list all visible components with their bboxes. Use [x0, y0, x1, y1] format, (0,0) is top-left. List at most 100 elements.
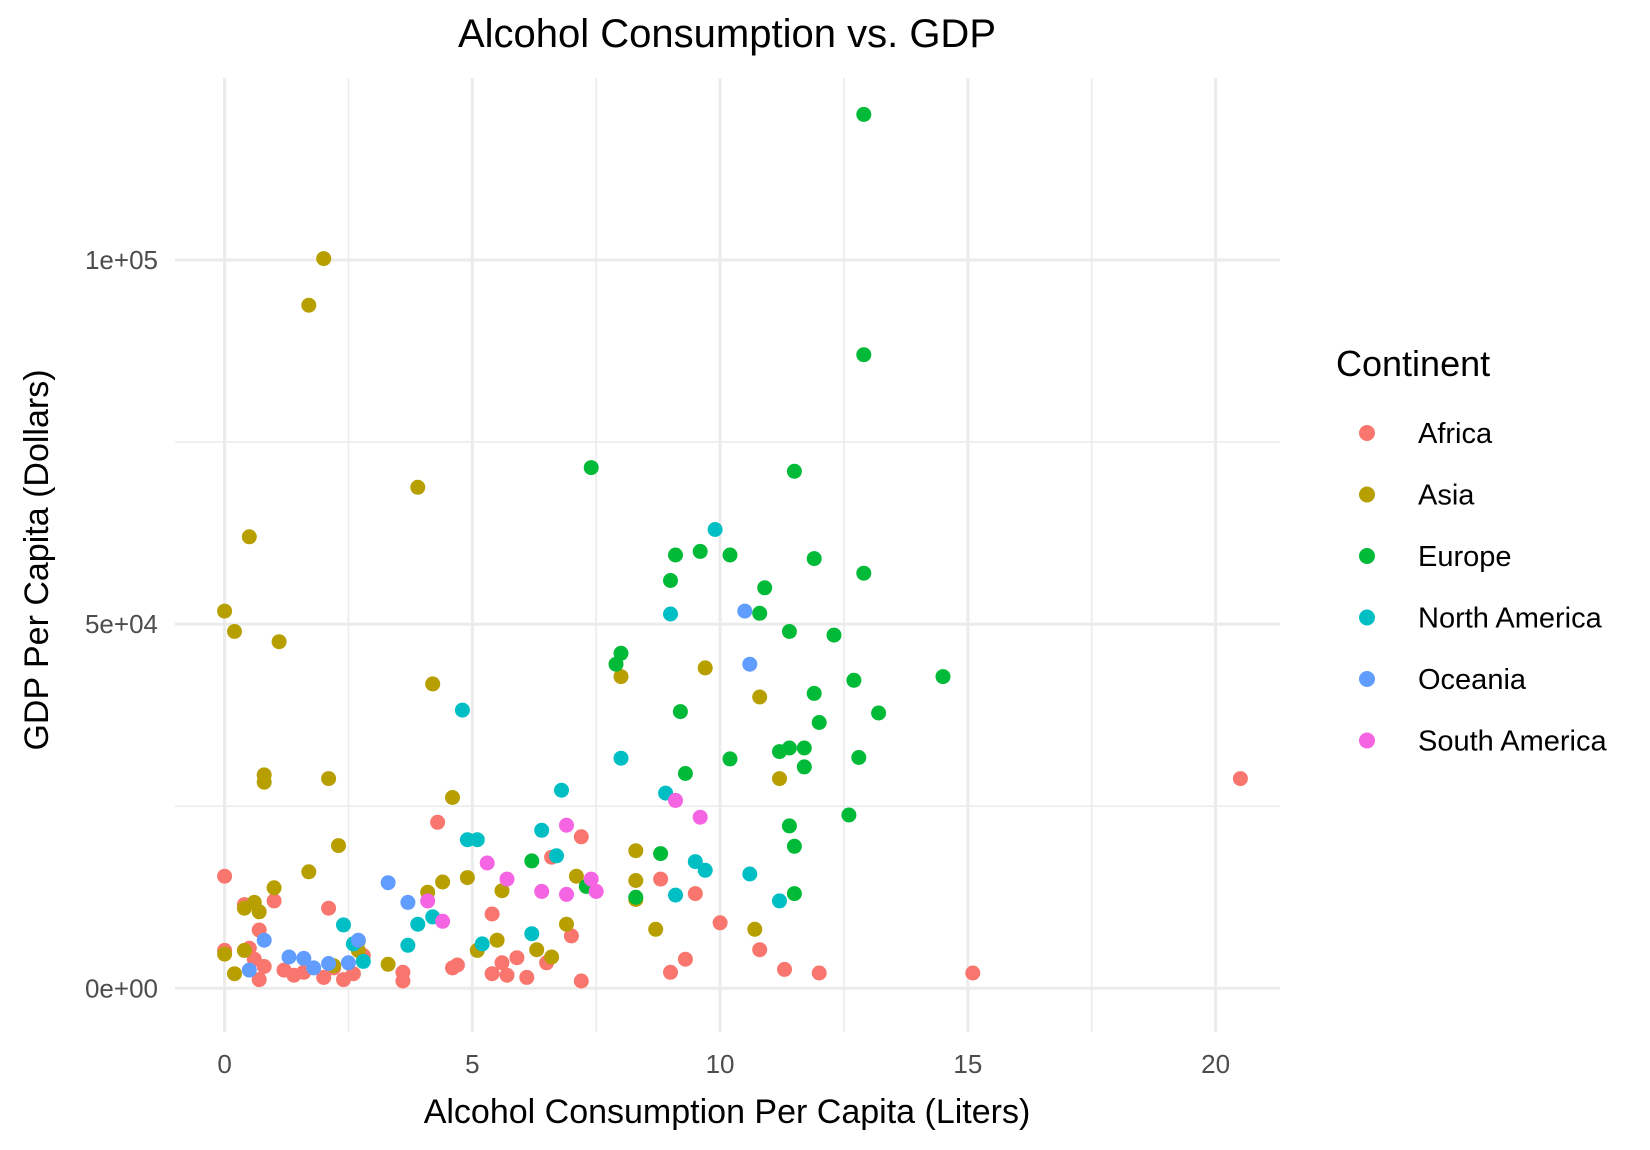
data-point-europe: [796, 759, 812, 775]
data-point-oceania: [737, 603, 753, 619]
y-tick-label: 5e+04: [85, 609, 158, 639]
x-tick-label: 5: [465, 1049, 479, 1079]
data-point-africa: [484, 906, 500, 922]
data-point-europe: [757, 580, 773, 596]
data-point-africa: [266, 893, 282, 909]
data-point-africa: [677, 951, 693, 967]
data-point-north-america: [554, 782, 569, 798]
data-point-europe: [935, 669, 951, 685]
data-point-asia: [227, 966, 242, 982]
data-point-asia: [752, 689, 768, 705]
data-point-asia: [494, 883, 510, 899]
x-tick-label: 0: [217, 1049, 231, 1079]
data-point-africa: [217, 868, 233, 884]
legend-key-africa: [1359, 425, 1375, 441]
data-point-north-america: [668, 887, 683, 903]
data-point-africa: [509, 950, 525, 966]
data-point-africa: [687, 886, 703, 902]
data-point-europe: [722, 751, 738, 767]
data-point-north-america: [336, 917, 351, 933]
data-point-south-america: [420, 893, 436, 909]
data-point-north-america: [454, 702, 470, 718]
data-point-europe: [806, 685, 822, 701]
y-axis-title: GDP Per Capita (Dollars): [18, 369, 56, 750]
data-point-south-america: [692, 809, 708, 825]
x-tick-label: 15: [953, 1049, 982, 1079]
data-point-africa: [395, 973, 411, 989]
data-point-europe: [663, 573, 678, 588]
data-point-asia: [266, 880, 282, 896]
data-points: [217, 106, 1248, 989]
data-point-africa: [811, 965, 827, 981]
data-point-europe: [628, 889, 644, 905]
legend-label-oceania: Oceania: [1418, 664, 1527, 696]
data-point-africa: [499, 967, 515, 983]
data-point-oceania: [281, 949, 297, 965]
data-point-oceania: [742, 656, 758, 672]
legend-key-europe: [1359, 548, 1375, 564]
data-point-africa: [752, 942, 768, 958]
data-point-north-america: [663, 606, 678, 622]
data-point-asia: [217, 946, 233, 962]
data-point-europe: [856, 347, 872, 363]
data-point-europe: [583, 460, 599, 476]
data-point-europe: [871, 705, 887, 721]
legend-label-north-america: North America: [1418, 603, 1603, 635]
data-point-africa: [663, 964, 678, 980]
data-point-asia: [380, 956, 396, 972]
data-point-europe: [786, 886, 802, 902]
data-point-africa: [494, 955, 510, 971]
data-point-asia: [227, 624, 242, 639]
plot-grid: [175, 78, 1280, 1032]
data-point-africa: [321, 900, 337, 916]
x-axis-title: Alcohol Consumption Per Capita (Liters): [424, 1093, 1031, 1131]
data-point-oceania: [296, 950, 312, 966]
y-tick-label: 1e+05: [85, 245, 158, 275]
data-point-europe: [786, 838, 802, 854]
x-tick-label: 20: [1201, 1049, 1230, 1079]
data-point-africa: [712, 915, 728, 931]
data-point-asia: [459, 870, 475, 886]
data-point-europe: [846, 672, 862, 688]
data-point-oceania: [340, 955, 356, 971]
data-point-africa: [965, 965, 981, 981]
data-point-north-america: [469, 832, 485, 848]
axis-ticks: 0 5 10 15 20 0e+00 5e+04 1e+05: [85, 245, 1230, 1079]
data-point-europe: [752, 605, 768, 621]
data-point-europe: [796, 740, 812, 756]
data-point-africa: [1232, 771, 1248, 787]
data-point-europe: [677, 766, 693, 781]
data-point-asia: [628, 873, 644, 888]
data-point-asia: [331, 838, 346, 854]
data-point-oceania: [380, 875, 396, 891]
data-point-asia: [772, 771, 787, 787]
data-point-south-america: [668, 792, 683, 808]
legend-label-south-america: South America: [1418, 726, 1607, 758]
data-point-south-america: [559, 817, 574, 833]
data-point-asia: [301, 297, 317, 313]
data-point-north-america: [524, 926, 540, 942]
data-point-south-america: [435, 913, 451, 929]
data-point-north-america: [697, 862, 713, 878]
data-point-asia: [316, 251, 332, 267]
data-point-asia: [747, 921, 763, 937]
data-point-north-america: [613, 750, 629, 766]
data-point-europe: [806, 551, 822, 567]
data-point-south-america: [479, 855, 495, 871]
data-point-africa: [449, 957, 465, 973]
data-point-europe: [613, 645, 629, 661]
legend-key-south-america: [1359, 732, 1375, 749]
data-point-asia: [410, 479, 426, 495]
legend-label-asia: Asia: [1418, 480, 1475, 512]
legend-key-asia: [1359, 486, 1375, 503]
data-point-north-america: [400, 937, 416, 953]
data-point-europe: [841, 807, 857, 823]
data-point-oceania: [241, 962, 257, 978]
data-point-oceania: [256, 932, 272, 948]
data-point-africa: [653, 871, 669, 887]
data-point-south-america: [559, 886, 574, 902]
data-point-europe: [781, 818, 797, 834]
data-point-south-america: [588, 883, 604, 899]
data-point-africa: [256, 959, 272, 974]
